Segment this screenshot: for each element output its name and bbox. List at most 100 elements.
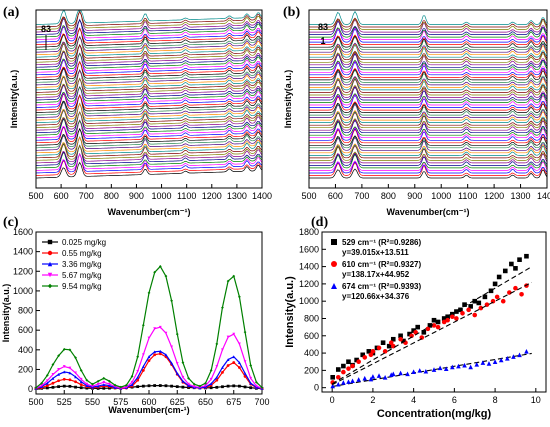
data-point xyxy=(466,307,471,313)
data-point xyxy=(192,382,196,386)
data-point xyxy=(519,291,524,297)
data-point xyxy=(498,357,504,363)
data-point xyxy=(368,352,374,358)
data-point xyxy=(226,358,230,362)
y-tick-label: 600 xyxy=(304,331,319,341)
x-tick-label: 625 xyxy=(170,397,185,407)
data-point xyxy=(175,371,179,375)
spectrum-line xyxy=(309,102,548,116)
data-point xyxy=(158,384,162,387)
data-point xyxy=(492,281,498,287)
data-point xyxy=(96,384,100,388)
spectrum-line xyxy=(309,118,548,129)
data-point xyxy=(232,355,236,359)
legend-marker xyxy=(47,272,53,278)
x-tick-label: 900 xyxy=(407,191,422,201)
data-point xyxy=(401,338,406,344)
data-point xyxy=(62,365,66,368)
data-point xyxy=(215,385,219,389)
data-point xyxy=(108,384,111,388)
y-tick-label: 1000 xyxy=(299,296,319,306)
spectrum-line xyxy=(309,17,548,28)
panel-a-spectra xyxy=(35,10,263,179)
x-tick-label: 0 xyxy=(330,395,335,405)
spectrum-line xyxy=(309,69,548,83)
data-point xyxy=(102,376,106,380)
data-point xyxy=(164,331,168,335)
spectrum-line xyxy=(309,26,548,38)
spectrum-line xyxy=(309,160,548,171)
spectrum-line xyxy=(36,144,263,164)
data-point xyxy=(260,386,264,390)
spectrum-line xyxy=(309,161,548,176)
data-point xyxy=(175,332,179,336)
spectrum-line xyxy=(309,93,548,106)
panel-b: (b) 50060070080090010001100120013001400 … xyxy=(283,5,550,217)
spectrum-line xyxy=(36,18,263,43)
data-point xyxy=(141,353,145,357)
spectrum-line xyxy=(35,94,263,116)
data-point xyxy=(411,328,416,333)
data-point xyxy=(68,378,72,382)
y-tick-label: 0 xyxy=(28,384,33,394)
data-point xyxy=(187,384,190,388)
spectrum-line xyxy=(309,144,548,156)
data-point xyxy=(238,366,241,369)
spectrum-line xyxy=(309,152,548,164)
x-tick-label: 700 xyxy=(79,191,94,201)
y-tick-label: 200 xyxy=(18,364,33,374)
x-tick-label: 525 xyxy=(57,397,72,407)
data-point xyxy=(158,264,162,268)
panel-a-annotation: 83 xyxy=(41,24,51,34)
spectrum-line xyxy=(36,52,263,73)
data-point xyxy=(460,310,465,316)
data-point xyxy=(96,382,100,386)
data-point xyxy=(85,384,89,388)
spectrum-line xyxy=(36,127,263,149)
spectrum-line xyxy=(36,103,263,121)
data-point xyxy=(215,365,219,368)
data-point xyxy=(517,257,522,262)
data-point xyxy=(45,379,49,383)
data-point xyxy=(102,386,106,390)
spectrum-line xyxy=(36,127,263,151)
data-point xyxy=(346,359,351,365)
spectrum-line xyxy=(35,27,263,48)
data-point xyxy=(509,261,514,267)
panel-c: (c) 500 525 550 575 600 625 650 675 700 0 200 400 60… xyxy=(1,215,270,415)
data-point xyxy=(175,362,179,365)
data-point xyxy=(192,385,196,389)
panel-c-series xyxy=(34,264,264,390)
spectrum-line xyxy=(36,86,263,106)
data-point xyxy=(382,374,388,380)
panel-d-legend: 529 cm⁻¹ (R²=0.9286)y=39.015x+13.511 610 … xyxy=(331,238,421,301)
data-point xyxy=(486,361,492,366)
data-point xyxy=(85,378,89,382)
panel-d-frame xyxy=(321,231,547,393)
data-point xyxy=(221,306,224,309)
data-point xyxy=(62,370,66,374)
data-point xyxy=(450,314,455,320)
data-point xyxy=(170,361,173,365)
data-point xyxy=(390,343,396,349)
data-point xyxy=(335,374,341,380)
data-point xyxy=(368,376,374,382)
y-tick-label: 200 xyxy=(304,365,319,375)
data-point xyxy=(346,366,351,371)
spectrum-line xyxy=(35,10,263,33)
x-tick-label: 500 xyxy=(301,191,316,201)
data-point xyxy=(91,382,94,386)
data-point xyxy=(356,359,361,365)
spectrum-line xyxy=(35,128,263,146)
data-point xyxy=(390,336,396,342)
data-point xyxy=(215,375,219,379)
spectrum-line xyxy=(309,60,548,73)
data-point xyxy=(125,385,128,389)
data-point xyxy=(136,385,140,389)
data-point xyxy=(102,383,106,387)
data-point xyxy=(130,380,134,384)
spectrum-line xyxy=(309,20,548,35)
legend-marker xyxy=(331,239,337,245)
data-point xyxy=(96,379,100,383)
spectrum-line xyxy=(309,51,548,63)
